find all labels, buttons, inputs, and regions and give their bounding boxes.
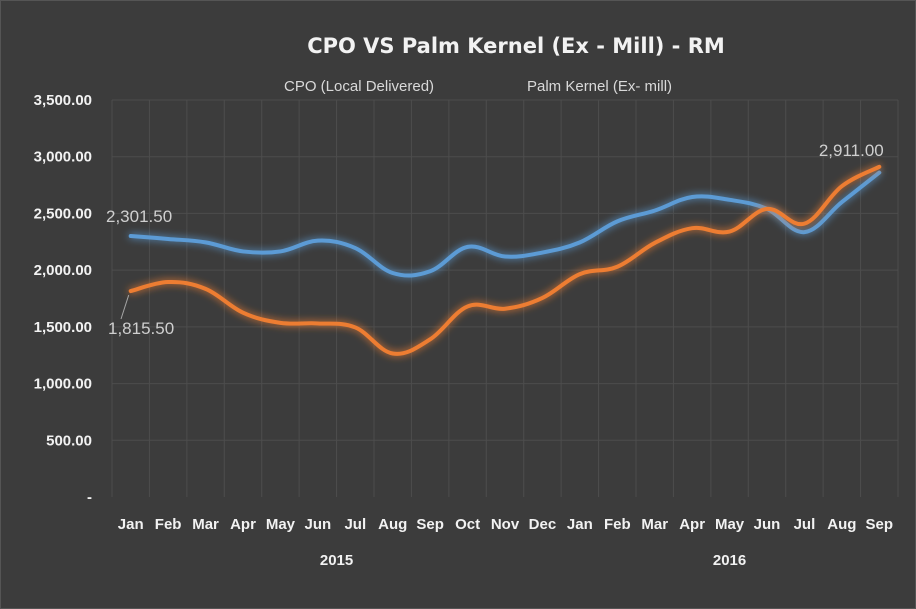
y-tick-label: 1,000.00 <box>34 376 92 393</box>
series-lines <box>128 164 882 356</box>
y-tick-label: 1,500.00 <box>34 319 92 336</box>
chart-title: CPO VS Palm Kernel (Ex - Mill) - RM <box>307 34 725 58</box>
data-labels: 2,301.50 1,815.50 2,911.00 <box>106 141 884 338</box>
x-tick-label: Feb <box>155 516 182 533</box>
x-tick-label: Mar <box>192 516 219 533</box>
x-tick-label: Aug <box>827 516 856 533</box>
x-tick-label: Jan <box>118 516 144 533</box>
x-tick-label: Feb <box>604 516 631 533</box>
legend-label: Palm Kernel (Ex- mill) <box>527 78 672 95</box>
x-tick-label: Jan <box>567 516 593 533</box>
x-tick-label: Mar <box>641 516 668 533</box>
x-tick-label: Oct <box>455 516 480 533</box>
x-tick-label: Apr <box>230 516 256 533</box>
y-tick-label: 2,000.00 <box>34 262 92 279</box>
x-tick-label: May <box>266 516 296 533</box>
x-tick-label: Dec <box>529 516 557 533</box>
legend: CPO (Local Delivered) Palm Kernel (Ex- mi… <box>235 78 672 95</box>
grid <box>111 99 899 497</box>
x-tick-label: Jun <box>305 516 332 533</box>
x-tick-label: Jun <box>754 516 781 533</box>
x-tick-label: Jul <box>794 516 816 533</box>
year-group-label: 2015 <box>320 552 353 569</box>
series-line-palm-kernel <box>128 164 882 356</box>
x-tick-label: Apr <box>679 516 705 533</box>
y-tick-label: - <box>87 489 92 506</box>
y-tick-label: 500.00 <box>46 432 92 449</box>
x-axis-ticks: Jan Feb Mar Apr May Jun Jul Aug Sep Oct Nov Dec Jan F… <box>118 516 893 533</box>
data-label-leader <box>120 294 130 320</box>
series-line-cpo <box>128 170 882 278</box>
legend-label: CPO (Local Delivered) <box>284 78 434 95</box>
x-tick-label: May <box>715 516 745 533</box>
x-tick-label: Sep <box>866 516 894 533</box>
x-tick-label: Sep <box>416 516 444 533</box>
data-label: 1,815.50 <box>108 319 174 338</box>
data-label: 2,911.00 <box>819 141 884 160</box>
year-group-label: 2016 <box>713 552 746 569</box>
y-axis-ticks: - 500.00 1,000.00 1,500.00 2,000.00 2,500.00 3… <box>34 92 92 506</box>
x-tick-label: Nov <box>491 516 520 533</box>
x-tick-label: Aug <box>378 516 407 533</box>
y-tick-label: 3,000.00 <box>34 149 92 166</box>
data-label: 2,301.50 <box>106 207 172 226</box>
x-axis-year-groups: 2015 2016 <box>320 552 746 569</box>
y-tick-label: 2,500.00 <box>34 205 92 222</box>
y-tick-label: 3,500.00 <box>34 92 92 109</box>
x-tick-label: Jul <box>344 516 366 533</box>
